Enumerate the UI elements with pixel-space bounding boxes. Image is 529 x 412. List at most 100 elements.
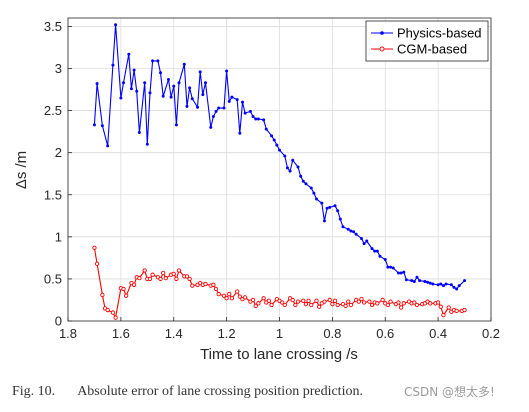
data-point-cgm-based xyxy=(150,272,155,277)
data-point-cgm-based xyxy=(446,305,451,310)
data-point-cgm-based xyxy=(213,286,219,292)
caption-fig-label: Fig. 10. xyxy=(12,384,56,399)
data-point-physics-based xyxy=(270,134,274,138)
data-point-cgm-based xyxy=(121,286,126,292)
data-point-physics-based xyxy=(333,204,337,208)
data-point-cgm-based xyxy=(235,289,240,294)
data-point-physics-based xyxy=(156,59,160,63)
data-point-physics-based xyxy=(129,87,133,91)
data-point-physics-based xyxy=(418,279,422,283)
data-point-cgm-based xyxy=(335,302,340,308)
data-point-physics-based xyxy=(396,271,400,275)
data-point-physics-based xyxy=(431,282,435,286)
data-point-physics-based xyxy=(278,148,281,152)
x-tick-label: 0.8 xyxy=(323,326,341,341)
x-axis: 1.8 1.6 1.4 1.2 1 0.8 0.6 0.4 0.2 xyxy=(59,317,500,341)
data-point-physics-based xyxy=(346,227,350,231)
data-point-cgm-based xyxy=(124,293,129,298)
data-point-physics-based xyxy=(106,144,110,148)
data-point-cgm-based xyxy=(105,307,110,313)
data-point-cgm-based xyxy=(158,276,163,282)
x-tick-label: 0.2 xyxy=(482,326,500,341)
data-point-physics-based xyxy=(457,284,461,288)
data-point-physics-based xyxy=(272,138,276,142)
legend-marker-cgm-based xyxy=(379,46,385,52)
y-tick-label: 1.5 xyxy=(44,187,62,202)
data-point-physics-based xyxy=(132,68,136,72)
data-point-physics-based xyxy=(235,98,239,102)
data-point-physics-based xyxy=(248,109,252,113)
data-point-physics-based xyxy=(198,70,202,74)
data-point-physics-based xyxy=(262,118,266,122)
data-point-cgm-based xyxy=(229,296,235,301)
data-point-physics-based xyxy=(159,71,163,75)
x-tick-label: 1.8 xyxy=(59,326,77,341)
data-point-physics-based xyxy=(217,106,221,110)
data-point-cgm-based xyxy=(256,301,261,306)
data-point-physics-based xyxy=(256,117,260,121)
data-point-physics-based xyxy=(426,280,430,284)
data-point-cgm-based xyxy=(398,305,404,310)
legend-box xyxy=(365,20,489,62)
y-tick-label: 2.5 xyxy=(44,103,62,118)
data-point-physics-based xyxy=(452,285,456,289)
data-point-cgm-based xyxy=(435,300,441,305)
data-point-physics-based xyxy=(111,63,115,67)
data-point-physics-based xyxy=(225,69,229,73)
data-point-physics-based xyxy=(415,275,419,279)
data-point-cgm-based xyxy=(279,300,285,305)
data-point-physics-based xyxy=(100,124,104,128)
x-tick-label: 1.6 xyxy=(112,326,130,341)
data-point-physics-based xyxy=(288,169,292,173)
data-point-cgm-based xyxy=(401,301,406,306)
data-point-cgm-based xyxy=(438,304,443,309)
data-point-physics-based xyxy=(439,282,443,286)
data-point-cgm-based xyxy=(100,292,105,298)
data-point-physics-based xyxy=(188,86,192,90)
data-point-cgm-based xyxy=(187,276,192,282)
data-point-cgm-based xyxy=(356,299,361,304)
data-point-cgm-based xyxy=(293,302,298,308)
data-point-physics-based xyxy=(328,205,332,209)
data-point-cgm-based xyxy=(237,294,242,299)
data-point-cgm-based xyxy=(94,261,100,266)
data-point-cgm-based xyxy=(176,268,182,273)
data-point-physics-based xyxy=(322,219,326,223)
data-point-cgm-based xyxy=(250,297,256,303)
data-point-cgm-based xyxy=(184,274,190,279)
data-point-physics-based xyxy=(423,279,427,283)
line-chart: 1.8 1.6 1.4 1.2 1 0.8 0.6 0.4 0.2 0 0.5 1 1.5 2 2.5 3 3… xyxy=(13,17,500,363)
y-tick-label: 3.5 xyxy=(44,19,62,34)
data-point-physics-based xyxy=(145,142,149,146)
data-point-cgm-based xyxy=(317,304,322,309)
data-point-physics-based xyxy=(444,282,448,286)
y-tick-label: 1 xyxy=(55,229,62,244)
data-point-physics-based xyxy=(203,81,207,85)
data-point-cgm-based xyxy=(224,296,229,301)
data-point-cgm-based xyxy=(266,298,272,303)
data-point-cgm-based xyxy=(361,300,367,305)
data-point-physics-based xyxy=(264,127,268,131)
data-point-cgm-based xyxy=(290,297,295,303)
data-point-physics-based xyxy=(325,206,329,210)
data-point-physics-based xyxy=(243,111,247,115)
data-point-cgm-based xyxy=(211,282,216,287)
x-tick-label: 0.6 xyxy=(376,326,394,341)
data-point-physics-based xyxy=(114,23,118,27)
data-point-physics-based xyxy=(349,229,353,233)
data-point-physics-based xyxy=(383,258,387,262)
data-point-physics-based xyxy=(166,77,170,81)
data-point-physics-based xyxy=(441,284,445,288)
data-point-physics-based xyxy=(365,239,369,243)
data-point-cgm-based xyxy=(282,302,287,308)
data-point-cgm-based xyxy=(147,276,153,282)
data-point-physics-based xyxy=(341,225,345,229)
y-tick-label: 3 xyxy=(55,61,62,76)
data-point-cgm-based xyxy=(359,296,364,302)
data-point-physics-based xyxy=(185,104,189,108)
data-point-physics-based xyxy=(143,81,147,85)
data-point-cgm-based xyxy=(388,299,393,304)
figure-caption: Fig. 10. Absolute error of lane crossing … xyxy=(12,384,363,400)
data-point-cgm-based xyxy=(348,302,354,308)
grid xyxy=(67,18,492,322)
